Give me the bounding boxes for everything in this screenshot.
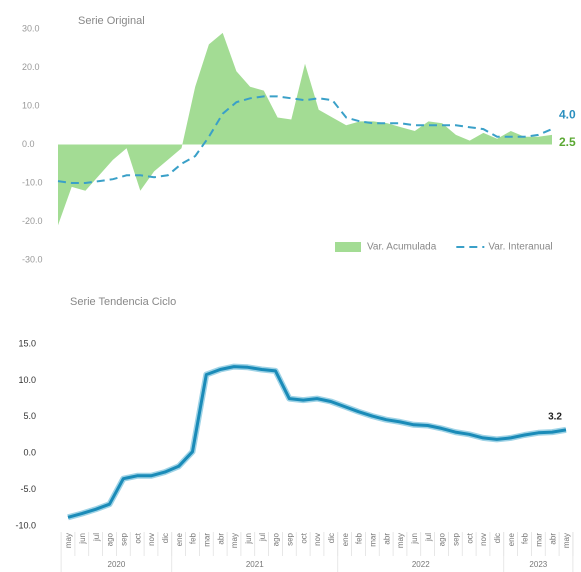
- x-tick-label: oct: [133, 532, 142, 543]
- x-tick-label: ene: [507, 532, 516, 546]
- x-tick-label: dic: [161, 533, 170, 543]
- y-tick-label: -5.0: [20, 484, 36, 494]
- x-tick-label: ago: [272, 532, 281, 546]
- y-tick-label: 15.0: [18, 338, 36, 348]
- y-tick-label: 0.0: [22, 139, 35, 149]
- x-tick-label: mar: [368, 533, 377, 547]
- chart-title: Serie Tendencia Ciclo: [70, 296, 176, 308]
- x-tick-label: nov: [313, 533, 322, 546]
- x-tick-label: mar: [534, 533, 543, 547]
- x-group-label: 2021: [246, 560, 264, 569]
- x-tick-label: may: [230, 533, 239, 548]
- y-tick-label: -30.0: [22, 254, 43, 264]
- value-label: 4.0: [559, 107, 576, 121]
- y-tick-label: 30.0: [22, 23, 40, 33]
- x-tick-label: feb: [355, 532, 364, 544]
- y-tick-label: -20.0: [22, 216, 43, 226]
- y-tick-label: -10.0: [15, 520, 36, 530]
- x-tick-label: sep: [285, 532, 294, 545]
- y-tick-label: 10.0: [18, 375, 36, 385]
- y-tick-label: 5.0: [23, 411, 36, 421]
- x-tick-label: nov: [147, 533, 156, 546]
- x-tick-label: jul: [92, 533, 101, 542]
- x-tick-label: may: [396, 533, 405, 548]
- legend-swatch: [335, 242, 361, 252]
- value-label: 3.2: [548, 412, 562, 423]
- y-tick-label: 20.0: [22, 62, 40, 72]
- legend-label: Var. Acumulada: [367, 242, 437, 253]
- x-tick-label: jun: [244, 533, 253, 545]
- x-group-label: 2023: [529, 560, 547, 569]
- x-tick-label: feb: [189, 532, 198, 544]
- value-label: 2.5: [559, 135, 576, 149]
- x-group-label: 2022: [412, 560, 430, 569]
- x-tick-label: abr: [216, 533, 225, 545]
- x-tick-label: feb: [521, 532, 530, 544]
- x-tick-label: ene: [341, 532, 350, 546]
- line-outline: [67, 363, 567, 521]
- legend-label: Var. Interanual: [488, 242, 552, 253]
- line: [57, 95, 553, 184]
- x-tick-label: jul: [258, 533, 267, 542]
- y-tick-label: 10.0: [22, 100, 40, 110]
- x-tick-label: ago: [106, 532, 115, 546]
- x-tick-label: jun: [78, 533, 87, 545]
- x-tick-label: sep: [451, 532, 460, 545]
- x-tick-label: abr: [548, 533, 557, 545]
- x-tick-label: oct: [299, 532, 308, 543]
- x-tick-label: dic: [327, 533, 336, 543]
- x-tick-label: ago: [438, 532, 447, 546]
- x-group-label: 2020: [108, 560, 126, 569]
- x-tick-label: jul: [424, 533, 433, 542]
- x-tick-label: oct: [465, 532, 474, 543]
- x-tick-label: sep: [119, 532, 128, 545]
- x-tick-label: nov: [479, 533, 488, 546]
- y-tick-label: 0.0: [23, 448, 36, 458]
- x-tick-label: ene: [175, 532, 184, 546]
- chart-title: Serie Original: [78, 15, 145, 27]
- area: [58, 32, 552, 226]
- x-tick-label: mar: [202, 533, 211, 547]
- x-tick-label: abr: [382, 533, 391, 545]
- line: [67, 365, 567, 519]
- x-tick-label: may: [64, 533, 73, 548]
- y-tick-label: -10.0: [22, 177, 43, 187]
- x-tick-label: jun: [410, 533, 419, 545]
- x-tick-label: dic: [493, 533, 502, 543]
- x-tick-label: may: [562, 533, 571, 548]
